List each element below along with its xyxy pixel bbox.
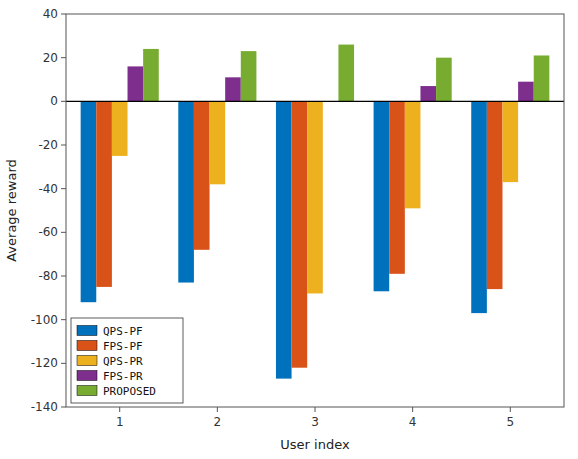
legend: QPS-PF FPS-PF QPS-PR FPS-PR PROPOSED — [71, 318, 183, 403]
chart: -140 -120 -100 -80 -60 -40 -20 0 20 40 1 2 3 4 5 User i… — [0, 0, 578, 459]
legend-label: QPS-PF — [103, 325, 143, 338]
x-tick-label: 3 — [311, 415, 319, 429]
y-tick-label: -60 — [38, 225, 58, 239]
bar — [534, 55, 550, 101]
legend-frame — [71, 318, 183, 403]
x-tick-label: 4 — [409, 415, 417, 429]
y-tick — [61, 145, 66, 146]
y-tick — [61, 232, 66, 233]
x-axis-label: User index — [280, 437, 350, 452]
bar — [81, 101, 97, 302]
bar — [210, 101, 226, 184]
bar — [194, 101, 210, 249]
bar — [487, 101, 503, 289]
y-tick-label: -40 — [38, 182, 58, 196]
y-tick — [61, 407, 66, 408]
y-axis-label: Average reward — [4, 159, 19, 262]
bar — [389, 101, 405, 273]
y-tick — [61, 276, 66, 277]
y-tick-label: -120 — [31, 356, 58, 370]
bar — [436, 58, 452, 102]
x-tick — [510, 407, 511, 412]
y-tick-label: -140 — [31, 400, 58, 414]
bar — [502, 101, 518, 182]
x-tick-label: 2 — [214, 415, 222, 429]
bar — [374, 101, 390, 291]
legend-swatch — [77, 386, 97, 396]
x-tick-label: 1 — [116, 415, 124, 429]
bar — [471, 101, 487, 313]
legend-label: PROPOSED — [103, 385, 156, 398]
bar — [307, 101, 323, 293]
y-tick — [61, 14, 66, 15]
bar — [96, 101, 112, 287]
legend-swatch — [77, 371, 97, 381]
y-tick — [61, 101, 66, 102]
bar — [241, 51, 257, 101]
y-tick — [61, 319, 66, 320]
bar — [276, 101, 292, 378]
bar — [112, 101, 128, 156]
x-tick — [315, 407, 316, 412]
y-tick-label: 20 — [43, 51, 58, 65]
legend-swatch — [77, 356, 97, 366]
axes: -140 -120 -100 -80 -60 -40 -20 0 20 40 1 2 3 4 5 — [31, 7, 514, 429]
x-tick-label: 5 — [506, 415, 514, 429]
y-tick-label: -100 — [31, 313, 58, 327]
x-tick — [217, 407, 218, 412]
plot-frame — [66, 14, 564, 407]
y-tick-label: -20 — [38, 138, 58, 152]
legend-swatch — [77, 341, 97, 351]
bar — [420, 86, 436, 101]
y-tick-label: 0 — [50, 94, 58, 108]
bar — [292, 101, 308, 367]
x-tick — [412, 407, 413, 412]
bar — [225, 77, 241, 101]
legend-label: QPS-PR — [103, 355, 143, 368]
legend-label: FPS-PF — [103, 340, 143, 353]
zero-line — [66, 101, 564, 102]
legend-swatch — [77, 326, 97, 336]
y-tick — [61, 363, 66, 364]
bar — [143, 49, 159, 101]
y-tick — [61, 57, 66, 58]
y-tick — [61, 188, 66, 189]
y-tick-label: 40 — [43, 7, 58, 21]
legend-label: FPS-PR — [103, 370, 143, 383]
bar — [405, 101, 421, 208]
x-tick — [119, 407, 120, 412]
bar — [128, 66, 144, 101]
bar — [178, 101, 194, 282]
bar — [518, 82, 534, 102]
y-tick-label: -80 — [38, 269, 58, 283]
bar — [338, 45, 354, 102]
